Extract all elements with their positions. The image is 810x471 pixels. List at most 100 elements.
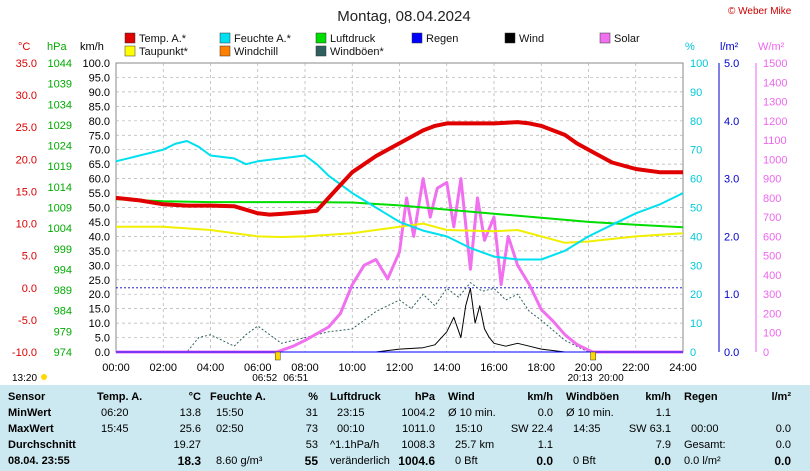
sunset-time: 20:13 [568,373,593,384]
legend-label: Windböen* [330,46,385,58]
legend-swatch [219,32,231,44]
humidity-tick: 80 [690,116,702,128]
wind-avg-label: Ø 10 min. [448,407,496,419]
rain-tick: 3.0 [724,174,739,186]
pressure-unit: hPa [47,41,67,53]
press-trend: ^1.1hPa/h [330,439,380,451]
solar-line [116,177,683,354]
wind-tick: 35.0 [89,246,110,258]
temp-max-time: 15:45 [101,423,129,435]
humidity-tick: 90 [690,87,702,99]
time-tick: 12:00 [386,362,414,374]
wind-avg: 1.1 [537,439,553,451]
wind-tick: 60.0 [89,174,110,186]
press-max: 1011.0 [402,423,435,435]
credit-text[interactable]: © Weber Mike [728,6,792,17]
temp-tick: 30.0 [16,90,37,102]
wind-distance: 25.7 km [455,439,495,451]
time-tick: 24:00 [669,362,697,374]
solar-tick: 200 [763,308,781,320]
temp-tick: 10.0 [16,219,37,231]
col-wind: Wind km/h Ø 10 min. 0.0 15:10 SW 22.4 25… [443,385,555,471]
hum-avg: 53 [305,439,318,451]
rain-total: 0.0 [775,439,791,451]
press-forecast: veränderlich [330,455,390,467]
sensor-min: MinWert [8,407,52,419]
pressure-tick: 979 [54,326,72,338]
solar-tick: 700 [763,212,781,224]
gust-bft: 0 Bft [573,455,596,467]
time-tick: 04:00 [197,362,225,374]
press-head: Luftdruck [330,391,381,403]
wind-tick: 75.0 [89,130,110,142]
pressure-tick: 999 [54,244,72,256]
rain-max: 0.0 [775,423,791,435]
wind-tick: 25.0 [89,275,110,287]
humidity-tick: 0 [690,347,696,359]
gust-now: 0.0 [654,454,671,468]
temp-head: Temp. A. [97,391,143,403]
pressure-tick: 1009 [48,203,72,215]
temperature-line [115,120,683,217]
legend-swatch [315,32,327,44]
time-tick: 16:00 [480,362,508,374]
wind-avg10: 0.0 [537,407,553,419]
temp-tick: 25.0 [16,122,37,134]
temp-avg: 19.27 [173,439,201,451]
solar-tick: 900 [763,174,781,186]
humidity-tick: 60 [690,174,702,186]
solar-tick: 600 [763,231,781,243]
pressure-tick: 1029 [48,120,72,132]
rain-rate: 0.0 l/m² [684,455,721,467]
legend-label: Solar [614,33,640,45]
pressure-tick: 1039 [48,79,72,91]
solar-tick: 1500 [763,58,787,70]
series-layer [115,120,684,354]
temp-max: 25.6 [179,423,201,435]
humidity-tick: 40 [690,231,702,243]
solar-tick: 800 [763,193,781,205]
wind-unit: km/h [80,41,104,53]
press-avg: 1008.3 [401,439,435,451]
temp-tick: 15.0 [16,186,37,198]
legend-label: Feuchte A.* [234,33,292,45]
rain-unit: l/m² [771,391,791,403]
col-pressure: Luftdruck hPa 23:15 1004.2 00:10 1011.0 … [325,385,437,471]
axis-units: °C hPa km/h% l/m² W/m² [18,41,785,53]
humidity-tick: 70 [690,145,702,157]
hum-max-time: 02:50 [216,423,244,435]
weather-chart: Montag, 08.04.2024 © Weber Mike Temp. A.… [12,6,792,384]
sunrise-time: 06:52 [252,373,277,384]
axes: 35.0 30.0 25.0 20.0 15.0 10.0 5.0 0.0 -5.0 -10.0 1… [12,58,788,374]
pressure-tick: 1019 [48,161,72,173]
legend-swatch [504,32,516,44]
col-rain: Regen l/m² 00:00 0.0 Gesamt: 0.0 0.0 l/m… [679,385,793,471]
col-sensor: Sensor MinWert MaxWert Durchschnitt 08.0… [8,385,92,471]
wind-tick: 70.0 [89,145,110,157]
solar-unit: W/m² [758,41,785,53]
wind-tick: 50.0 [89,203,110,215]
wind-tick: 55.0 [89,188,110,200]
gust-avg-label: Ø 10 min. [566,407,614,419]
temp-min-time: 06:20 [101,407,129,419]
time-tick: 18:00 [527,362,555,374]
pressure-tick: 1024 [48,141,72,153]
rain-tick: 0.0 [724,347,739,359]
wind-tick: 15.0 [89,304,110,316]
hum-min-time: 15:50 [216,407,244,419]
solar-tick: 1400 [763,77,787,89]
pressure-tick: 1014 [48,182,72,194]
col-gust: Windböen km/h Ø 10 min. 1.1 14:35 SW 63.… [561,385,673,471]
rain-tick: 1.0 [724,289,739,301]
humidity-tick: 30 [690,260,702,272]
rain-now: 0.0 [774,454,791,468]
sensor-max: MaxWert [8,423,54,435]
solar-tick: 300 [763,289,781,301]
wind-tick: 85.0 [89,101,110,113]
legend-swatch [411,32,423,44]
legend-swatch [599,32,611,44]
legend-swatch [315,45,327,57]
legend-swatch [124,32,136,44]
time-tick: 14:00 [433,362,461,374]
